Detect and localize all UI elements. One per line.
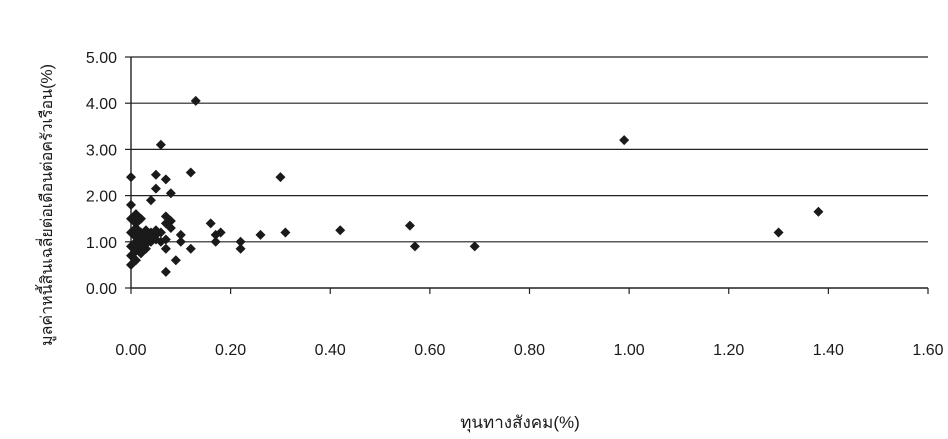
data-point <box>215 227 226 238</box>
data-point <box>145 195 156 206</box>
x-tick-label: 0.20 <box>215 342 246 359</box>
data-point <box>126 199 136 210</box>
data-point <box>175 229 186 240</box>
data-point <box>235 236 246 247</box>
data-point <box>185 167 196 178</box>
data-point <box>160 243 171 254</box>
data-point <box>813 206 824 217</box>
data-point <box>160 174 171 185</box>
data-point <box>469 241 480 252</box>
data-point <box>190 95 201 106</box>
data-points <box>126 95 824 277</box>
data-point <box>335 225 346 236</box>
data-point <box>619 135 630 146</box>
data-point <box>773 227 784 238</box>
data-point <box>255 229 266 240</box>
x-tick-label: 1.40 <box>813 342 844 359</box>
data-point <box>165 188 176 199</box>
data-point <box>126 172 136 183</box>
data-point <box>160 234 171 245</box>
data-point <box>275 172 286 183</box>
y-tick-label: 5.00 <box>86 50 117 67</box>
grid-lines <box>131 56 928 243</box>
x-tick-labels: 0.00 0.20 0.40 0.60 0.80 1.00 1.20 1.40 1.60 <box>115 288 944 359</box>
y-axis-title: มูลค่าหนี้สินเฉลี่ยต่อเดือนต่อครัวเรือน(… <box>35 64 57 346</box>
x-tick-label: 1.00 <box>614 342 645 359</box>
data-point <box>155 139 166 150</box>
x-tick-label: 1.60 <box>912 342 943 359</box>
data-point <box>235 243 246 254</box>
data-point <box>409 241 420 252</box>
data-point <box>404 220 415 231</box>
x-tick-label: 0.40 <box>315 342 346 359</box>
data-point <box>130 255 141 266</box>
data-point <box>135 213 146 224</box>
y-tick-label: 1.00 <box>86 235 117 252</box>
y-tick-label: 3.00 <box>86 142 117 159</box>
data-point <box>175 236 186 247</box>
data-point <box>150 183 161 194</box>
data-point <box>205 218 216 229</box>
data-point <box>170 255 181 266</box>
data-point <box>150 169 161 180</box>
y-tick-label: 0.00 <box>86 281 117 298</box>
y-tick-label: 4.00 <box>86 96 117 113</box>
data-point <box>140 243 151 254</box>
data-point <box>185 243 196 254</box>
data-point <box>210 236 221 247</box>
axes <box>130 57 928 289</box>
data-point <box>155 227 166 238</box>
x-tick-label: 0.00 <box>115 342 146 359</box>
data-point <box>160 266 171 277</box>
data-point <box>165 216 176 227</box>
x-axis-title: ทุนทางสังคม(%) <box>460 413 580 433</box>
data-point <box>165 222 176 233</box>
x-tick-label: 0.80 <box>514 342 545 359</box>
y-tick-label: 2.00 <box>86 189 117 206</box>
x-tick-label: 1.20 <box>713 342 744 359</box>
x-tick-label: 0.60 <box>414 342 445 359</box>
y-tick-labels: 0.00 1.00 2.00 3.00 4.00 5.00 <box>86 50 131 298</box>
data-point <box>280 227 291 238</box>
